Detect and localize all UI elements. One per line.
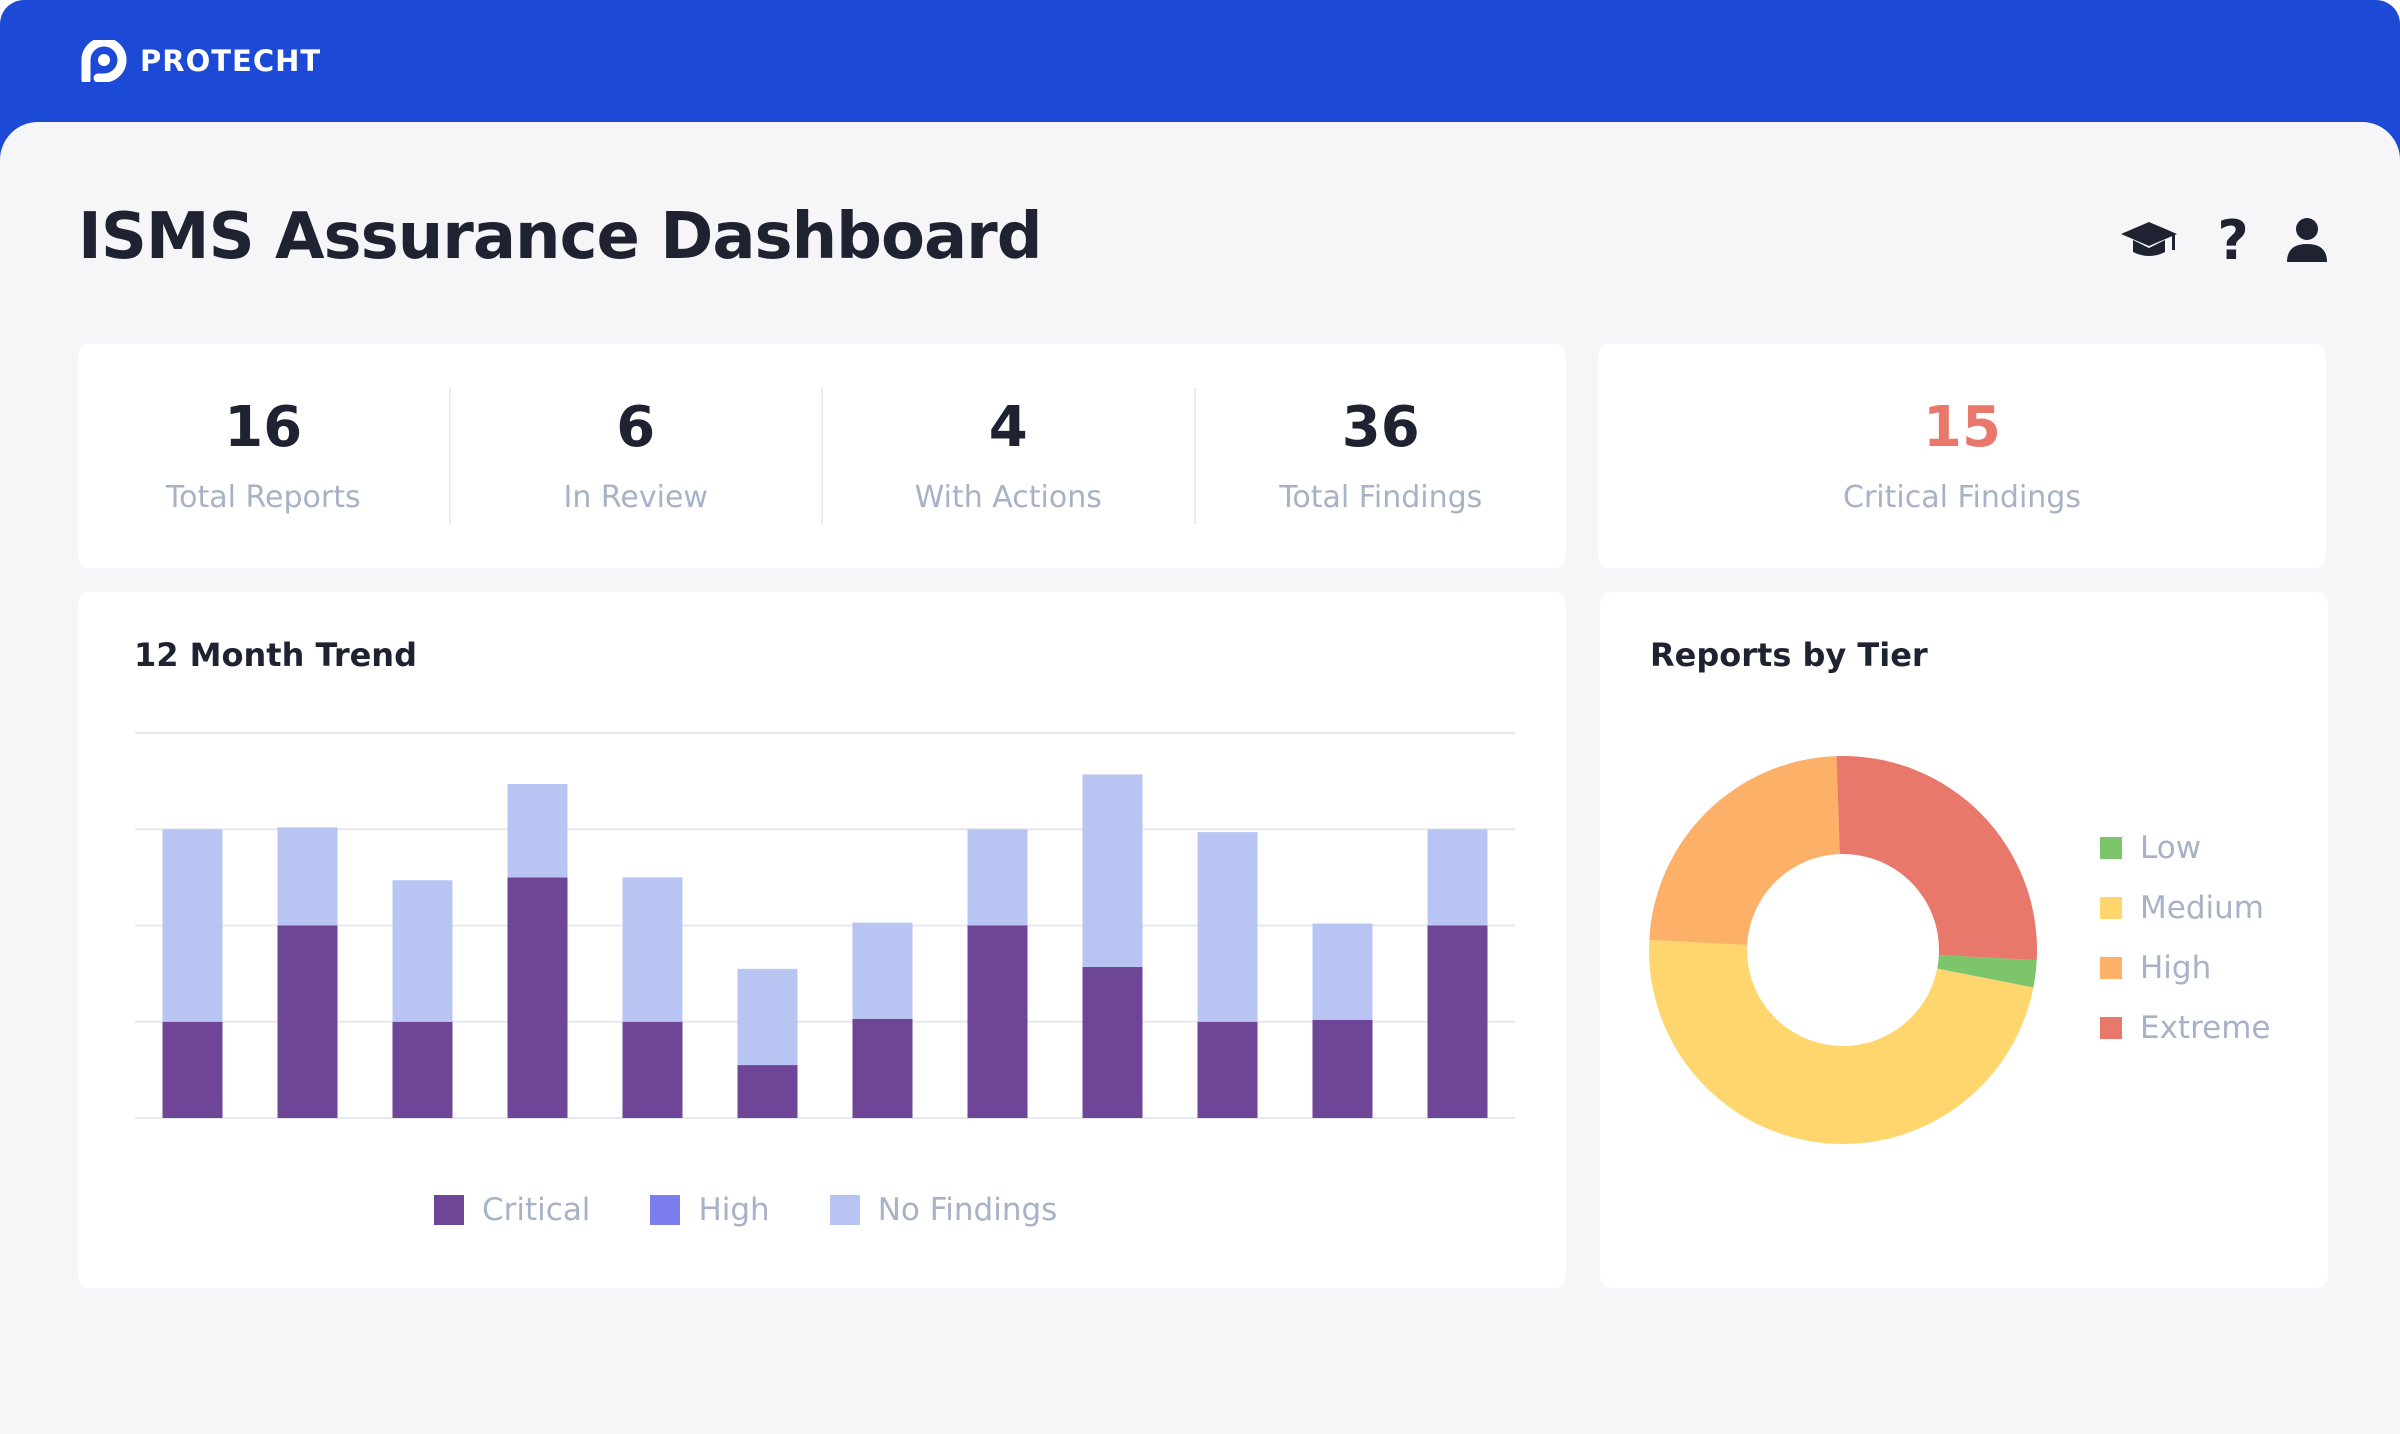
stat-total-reports[interactable]: 16 Total Reports (78, 388, 451, 524)
trend-chart-title: 12 Month Trend (134, 636, 417, 674)
stat-in-review[interactable]: 6 In Review (451, 388, 823, 524)
help-icon[interactable]: ? (2217, 208, 2249, 272)
legend-swatch (434, 1195, 464, 1225)
page-title: ISMS Assurance Dashboard (78, 200, 1042, 274)
brand-name: PROTECHT (140, 44, 322, 78)
legend-item-high[interactable]: High (2100, 950, 2271, 986)
legend-item-extreme[interactable]: Extreme (2100, 1010, 2271, 1046)
legend-swatch (2100, 837, 2122, 859)
legend-label: High (2140, 950, 2212, 986)
stat-with-actions[interactable]: 4 With Actions (823, 388, 1196, 524)
legend-item-no-findings[interactable]: No Findings (829, 1192, 1058, 1228)
stat-value: 16 (224, 395, 303, 460)
legend-swatch (2100, 957, 2122, 979)
legend-label: High (698, 1192, 770, 1228)
tier-chart-title: Reports by Tier (1650, 636, 1928, 674)
legend-label: Medium (2140, 890, 2264, 926)
stat-label: Total Findings (1279, 480, 1483, 515)
stat-value: 4 (988, 395, 1028, 460)
legend-label: Low (2140, 830, 2202, 866)
legend-swatch (829, 1195, 860, 1225)
legend-item-low[interactable]: Low (2100, 830, 2271, 866)
critical-findings-label: Critical Findings (1843, 480, 2081, 515)
legend-item-high[interactable]: High (650, 1192, 770, 1228)
legend-swatch (650, 1195, 681, 1225)
stat-label: In Review (563, 480, 708, 515)
legend-label: No Findings (877, 1192, 1058, 1228)
trend-chart-card: 12 Month Trend (78, 592, 1566, 1288)
stat-value: 6 (616, 395, 656, 460)
stat-total-findings[interactable]: 36 Total Findings (1196, 388, 1567, 524)
graduation-cap-icon[interactable] (2118, 212, 2180, 268)
protecht-logo-icon (81, 40, 127, 82)
legend-swatch (2100, 897, 2122, 919)
summary-stats-card: 16 Total Reports 6 In Review 4 With Acti… (78, 344, 1566, 568)
tier-legend: Low Medium High Extreme (2100, 830, 2271, 1046)
brand-logo[interactable]: PROTECHT (78, 40, 321, 82)
legend-label: Critical (482, 1192, 591, 1228)
trend-legend: Critical High No Findings (434, 1192, 1057, 1228)
stat-label: With Actions (914, 480, 1102, 515)
critical-findings-value: 15 (1923, 395, 2001, 460)
user-icon[interactable] (2276, 212, 2338, 268)
stat-value: 36 (1341, 395, 1420, 460)
stat-label: Total Reports (165, 480, 361, 515)
legend-item-critical[interactable]: Critical (434, 1192, 590, 1228)
legend-label: Extreme (2140, 1010, 2271, 1046)
critical-findings-card[interactable]: 15 Critical Findings (1598, 344, 2326, 568)
legend-swatch (2100, 1017, 2122, 1039)
legend-item-medium[interactable]: Medium (2100, 890, 2271, 926)
